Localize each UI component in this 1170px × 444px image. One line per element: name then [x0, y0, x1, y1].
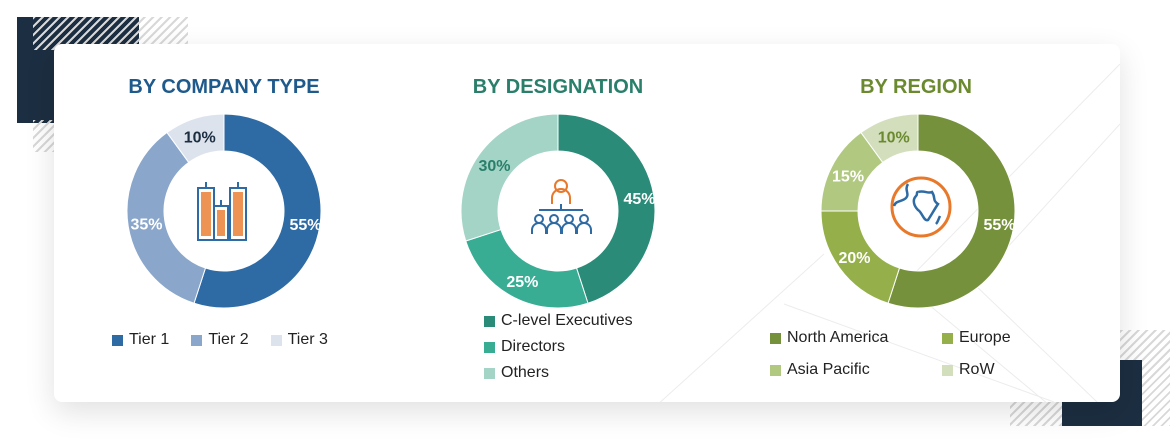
legend-company-type: Tier 1 Tier 2 Tier 3 — [112, 331, 328, 349]
legend-item: RoW — [942, 361, 1011, 379]
legend-swatch — [484, 315, 495, 327]
data-label: 10% — [184, 129, 216, 146]
legend-item: Asia Pacific — [770, 361, 942, 379]
chart-title-region: BY REGION — [860, 76, 972, 98]
data-label: 55% — [289, 217, 321, 234]
legend-item: Europe — [942, 329, 1011, 347]
decor-hatch — [33, 120, 55, 152]
donut-slice-tier-1 — [193, 113, 322, 309]
org-hierarchy-icon — [531, 179, 592, 234]
donut-slice-others — [460, 113, 559, 242]
legend-designation: C-level Executives Directors Others — [484, 312, 633, 382]
legend-label: RoW — [959, 361, 995, 378]
legend-label: Others — [501, 364, 550, 381]
legend-item: Tier 1 — [112, 331, 169, 349]
data-label: 25% — [506, 274, 538, 291]
globe-icon — [890, 176, 952, 238]
donut-slice-tier-3 — [166, 113, 225, 164]
legend-swatch — [770, 332, 781, 344]
donut-slice-north-america — [887, 113, 1016, 309]
legend-item: Tier 2 — [191, 331, 249, 349]
legend-item: Tier 3 — [270, 331, 328, 349]
legend-label: North America — [787, 329, 889, 346]
legend-item: Directors — [484, 338, 633, 356]
legend-label: C-level Executives — [501, 312, 633, 329]
legend-swatch — [942, 332, 953, 344]
buildings-icon — [197, 182, 247, 241]
donut-slice-row — [860, 113, 919, 164]
legend-label: Tier 2 — [208, 331, 249, 348]
data-label: 55% — [983, 217, 1015, 234]
data-label: 15% — [832, 168, 864, 185]
data-label: 45% — [623, 191, 655, 208]
legend-swatch — [484, 341, 495, 353]
legend-swatch — [191, 334, 203, 346]
legend-region: North America Europe Asia Pacific RoW — [770, 329, 1011, 379]
legend-label: Europe — [959, 329, 1011, 346]
data-label: 20% — [838, 250, 870, 267]
legend-label: Tier 1 — [129, 331, 170, 348]
legend-swatch — [270, 334, 282, 346]
legend-label: Tier 3 — [287, 331, 328, 348]
chart-title-designation: BY DESIGNATION — [472, 76, 644, 98]
legend-swatch — [484, 367, 495, 379]
data-label: 35% — [130, 216, 162, 233]
donut-slice-tier-2 — [126, 131, 207, 304]
legend-swatch — [112, 334, 123, 346]
donut-company-type: 55% 35% 10% — [126, 113, 322, 309]
legend-label: Directors — [501, 338, 566, 355]
legend-swatch — [770, 364, 781, 376]
donut-slice-directors — [465, 228, 589, 309]
data-label: 10% — [878, 129, 910, 146]
donut-designation: 45% 25% 30% — [460, 113, 656, 309]
chart-title-company-type: BY COMPANY TYPE — [128, 76, 320, 98]
donut-slice-c-level-executives — [557, 113, 656, 304]
legend-swatch — [942, 364, 953, 376]
legend-item: Others — [484, 364, 633, 382]
chart-card: BY COMPANY TYPE BY DESIGNATION BY REGION… — [54, 44, 1120, 402]
data-label: 30% — [478, 158, 510, 175]
legend-label: Asia Pacific — [787, 361, 870, 378]
legend-item: C-level Executives — [484, 312, 633, 330]
legend-item: North America — [770, 329, 942, 347]
donut-region: 55% 20% 15% 10% — [820, 113, 1016, 309]
